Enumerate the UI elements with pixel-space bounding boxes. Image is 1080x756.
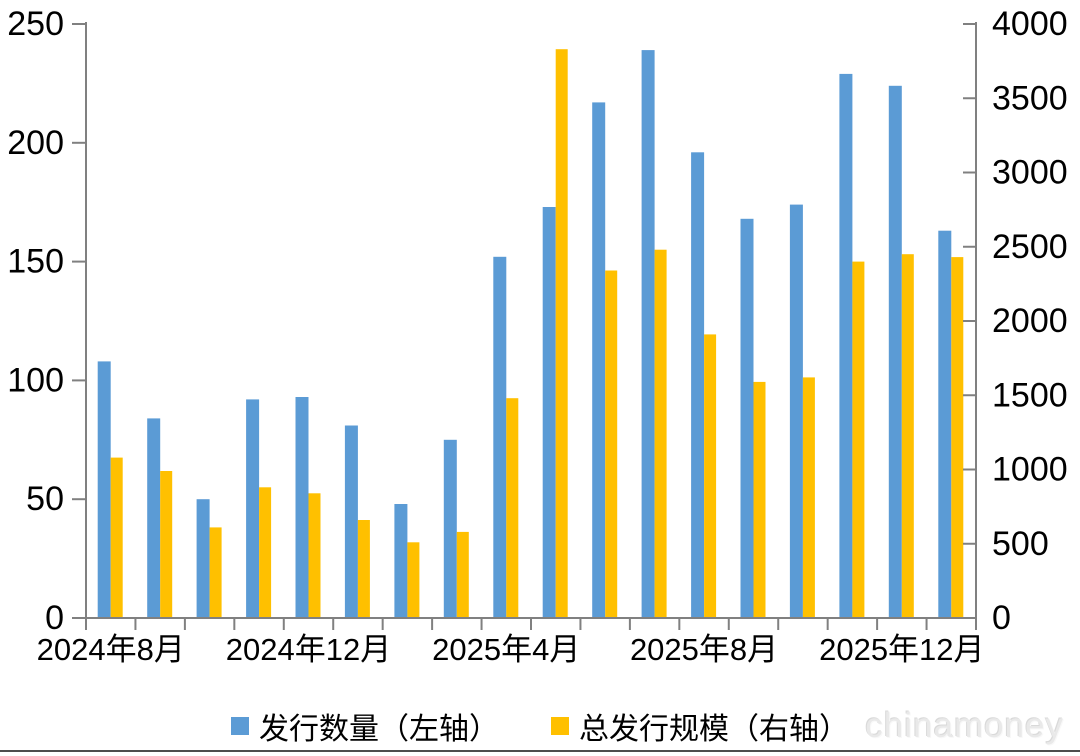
legend-label-issuance-count: 发行数量（左轴） xyxy=(259,713,499,746)
issuance-scale-bar xyxy=(357,520,370,618)
x-axis-month-label: 2024年12月 xyxy=(226,632,391,667)
yellow-square-icon xyxy=(551,717,569,735)
x-axis-month-label: 2025年4月 xyxy=(432,632,580,667)
issuance-scale-bar xyxy=(456,531,469,618)
issuance-scale-bar xyxy=(209,527,222,618)
issuance-scale-bar xyxy=(506,398,519,618)
issuance-count-bar xyxy=(147,418,161,618)
right-axis-tick-label: 2500 xyxy=(992,228,1068,266)
issuance-count-bar xyxy=(493,256,507,618)
legend-item-issuance-scale: 总发行规模（右轴） xyxy=(551,704,849,748)
issuance-count-bar xyxy=(938,230,952,618)
issuance-count-bar xyxy=(443,439,457,618)
blue-square-icon xyxy=(231,717,249,735)
issuance-count-bar xyxy=(641,50,655,619)
left-axis-tick-label: 150 xyxy=(7,243,64,281)
issuance-scale-bar xyxy=(654,249,667,618)
issuance-scale-bar xyxy=(605,270,618,618)
legend-item-issuance-count: 发行数量（左轴） xyxy=(231,704,499,748)
chart-legend: 发行数量（左轴） 总发行规模（右轴） xyxy=(0,704,1080,748)
left-axis-tick-label: 0 xyxy=(45,599,64,637)
issuance-scale-bar xyxy=(901,254,914,618)
right-axis-tick-label: 500 xyxy=(992,525,1049,563)
right-axis-tick-label: 4000 xyxy=(992,5,1068,43)
left-axis-tick-label: 100 xyxy=(7,361,64,399)
issuance-count-bar xyxy=(295,397,309,618)
issuance-scale-bar xyxy=(110,457,123,618)
issuance-count-bar xyxy=(246,399,260,618)
left-axis-tick-label: 250 xyxy=(7,5,64,43)
issuance-scale-bar xyxy=(555,49,568,618)
issuance-scale-bar xyxy=(802,377,815,618)
x-axis-month-label: 2024年8月 xyxy=(37,632,185,667)
issuance-count-bar xyxy=(888,85,902,619)
right-axis-tick-label: 0 xyxy=(992,599,1011,637)
right-axis-tick-label: 1500 xyxy=(992,376,1068,414)
issuance-count-bar xyxy=(740,218,754,619)
issuance-count-bar xyxy=(839,73,853,618)
right-axis-tick-label: 1000 xyxy=(992,451,1068,489)
issuance-scale-bar xyxy=(407,542,420,618)
issuance-scale-bar xyxy=(753,381,766,618)
issuance-scale-bar xyxy=(160,471,173,618)
issuance-scale-bar xyxy=(704,334,717,618)
legend-label-issuance-scale: 总发行规模（右轴） xyxy=(579,713,849,746)
issuance-count-bar xyxy=(344,425,358,618)
left-axis-tick-label: 50 xyxy=(26,480,64,518)
right-axis-tick-label: 3500 xyxy=(992,79,1068,117)
chinamoney-watermark: chinamoney xyxy=(865,706,1064,745)
right-axis-tick-label: 3000 xyxy=(992,154,1068,192)
issuance-scale-bar xyxy=(852,261,865,618)
issuance-count-bar xyxy=(691,152,705,619)
dual-axis-bar-chart: 0501001502002500500100015002000250030003… xyxy=(7,5,1068,667)
right-axis-tick-label: 2000 xyxy=(992,302,1068,340)
issuance-count-bar xyxy=(542,207,556,618)
bottom-divider xyxy=(0,750,1080,752)
issuance-count-bar xyxy=(97,361,111,618)
issuance-count-bar xyxy=(196,499,210,618)
issuance-scale-bar xyxy=(951,257,964,618)
x-axis-month-label: 2025年12月 xyxy=(819,632,984,667)
issuance-count-bar xyxy=(394,504,408,618)
left-axis-tick-label: 200 xyxy=(7,124,64,162)
issuance-count-bar xyxy=(592,102,606,618)
issuance-count-bar xyxy=(789,204,803,618)
x-axis-month-label: 2025年8月 xyxy=(630,632,778,667)
issuance-scale-bar xyxy=(259,487,272,618)
issuance-scale-bar xyxy=(308,493,321,618)
